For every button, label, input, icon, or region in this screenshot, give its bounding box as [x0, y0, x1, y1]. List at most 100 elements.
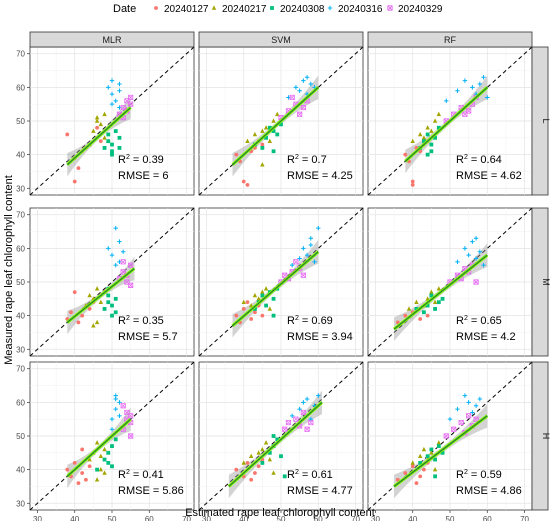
data-point-20240127 — [249, 477, 254, 482]
data-point-20240308 — [425, 303, 430, 308]
data-point-20240316 — [473, 256, 479, 261]
regression-line — [66, 107, 132, 166]
data-point-20240308 — [102, 457, 107, 462]
panel-SVM-M: R2 = 0.69 RMSE = 3.94 — [198, 207, 364, 357]
data-point-20240316 — [304, 396, 310, 402]
data-point-20240217 — [94, 115, 100, 120]
data-point-20240308 — [110, 464, 114, 469]
data-point-20240217 — [432, 299, 438, 304]
y-tick-label: 50 — [16, 278, 25, 287]
data-point-20240308 — [102, 146, 107, 150]
data-point-20240329 — [285, 419, 292, 426]
data-point-20240308 — [429, 142, 434, 147]
facet-strip-column — [367, 31, 533, 48]
data-point-20240308 — [279, 122, 283, 127]
data-point-20240217 — [94, 286, 100, 291]
data-point-20240308 — [110, 444, 114, 448]
rmse-label: RMSE = 4.77 — [287, 485, 353, 497]
rmse-label: RMSE = 5.7 — [118, 331, 178, 343]
data-point-20240217 — [252, 292, 258, 298]
data-point-20240316 — [466, 252, 471, 258]
one-to-one-line — [367, 207, 533, 357]
data-point-20240217 — [263, 440, 269, 445]
data-point-20240316 — [289, 413, 295, 419]
regression-line — [393, 415, 488, 487]
data-point-20240316 — [481, 75, 486, 80]
data-point-20240308 — [433, 307, 437, 311]
data-point-20240127 — [253, 471, 257, 475]
legend-marker-20240127 — [154, 6, 158, 10]
data-point-20240127 — [410, 183, 415, 187]
legend-marker-20240308 — [270, 6, 274, 10]
panel-RF-H: R2 = 0.59 RMSE = 4.86 H 30 40 50 60 70 — [367, 361, 550, 521]
data-point-20240217 — [260, 162, 265, 167]
data-point-20240329 — [297, 111, 303, 117]
legend-marker-20240329 — [387, 5, 393, 11]
data-point-20240308 — [271, 149, 276, 154]
data-point-20240127 — [95, 125, 99, 130]
data-point-20240308 — [117, 135, 122, 140]
regression-line — [228, 401, 323, 487]
data-point-20240329 — [458, 419, 464, 426]
x-tick-label: 30 — [202, 515, 211, 521]
regression-line — [393, 254, 488, 330]
r-squared-label: R2 = 0.7 — [287, 154, 327, 166]
data-point-20240127 — [234, 313, 239, 318]
data-point-20240217 — [94, 118, 100, 123]
legend-marker-20240217 — [211, 5, 217, 10]
data-point-20240217 — [260, 446, 265, 452]
x-tick-label: 50 — [446, 515, 455, 521]
data-point-20240308 — [106, 461, 111, 465]
data-point-20240217 — [98, 453, 104, 458]
data-point-20240316 — [316, 225, 321, 231]
data-point-20240127 — [245, 183, 250, 187]
data-point-20240217 — [432, 467, 438, 472]
facet-strip-column — [198, 31, 364, 48]
data-point-20240316 — [308, 81, 314, 87]
data-point-20240217 — [406, 306, 412, 311]
data-point-20240308 — [260, 146, 265, 150]
data-point-20240308 — [102, 307, 107, 311]
data-point-20240217 — [267, 138, 273, 143]
y-tick-label: 50 — [16, 117, 25, 126]
data-point-20240308 — [267, 125, 272, 130]
data-point-20240217 — [94, 477, 100, 482]
data-point-20240217 — [260, 289, 265, 294]
regression-line — [66, 418, 132, 477]
data-point-20240127 — [249, 317, 254, 321]
data-point-20240217 — [256, 296, 261, 301]
data-point-20240308 — [429, 149, 434, 154]
data-point-20240316 — [113, 406, 118, 412]
y-tick-label: 70 — [16, 365, 25, 374]
data-point-20240127 — [403, 471, 408, 475]
data-point-20240308 — [106, 132, 111, 137]
data-point-20240316 — [117, 413, 122, 419]
y-tick-label: 30 — [16, 499, 25, 508]
panel-MLR-H: R2 = 0.41 RMSE = 5.86 30 40 50 60 70 30 40 50 60 70 — [16, 361, 195, 521]
data-point-20240127 — [253, 310, 257, 315]
data-point-20240329 — [451, 426, 457, 432]
data-point-20240127 — [87, 464, 92, 469]
panel-SVM-L: R2 = 0.7 RMSE = 4.25 SVM — [198, 31, 364, 196]
y-tick-label: 60 — [16, 398, 25, 407]
data-point-20240308 — [436, 125, 441, 130]
data-point-20240217 — [91, 323, 96, 328]
data-point-20240308 — [110, 313, 114, 318]
data-point-20240217 — [436, 286, 442, 291]
data-point-20240308 — [436, 300, 441, 305]
x-tick-label: 50 — [108, 515, 117, 521]
data-point-20240127 — [395, 477, 400, 482]
data-point-20240127 — [69, 310, 73, 315]
rmse-label: RMSE = 5.86 — [118, 485, 184, 497]
data-point-20240127 — [260, 313, 265, 318]
data-point-20240217 — [417, 131, 423, 137]
x-tick-label: 70 — [351, 515, 360, 521]
facet-label-row: M — [541, 278, 550, 286]
rmse-label: RMSE = 4.25 — [287, 170, 353, 182]
data-point-20240316 — [312, 259, 317, 265]
data-point-20240217 — [410, 138, 415, 143]
data-point-20240127 — [241, 179, 246, 184]
data-point-20240217 — [421, 446, 427, 452]
data-point-20240217 — [102, 111, 107, 117]
data-point-20240217 — [425, 296, 430, 301]
